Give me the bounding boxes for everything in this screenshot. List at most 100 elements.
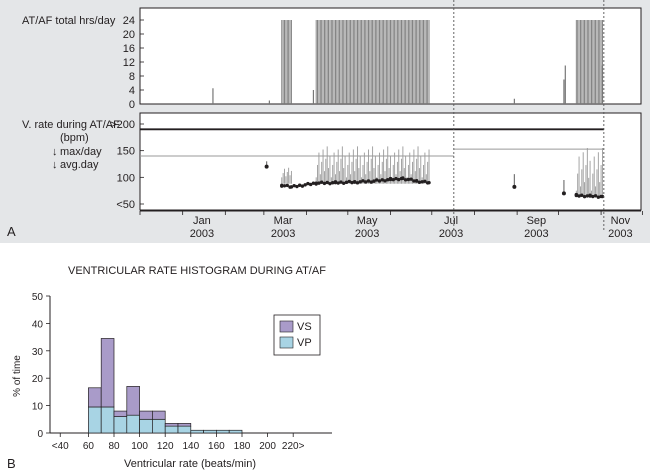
histogram-y-tick-label: 0 <box>37 429 43 440</box>
histogram-y-tick-label: 10 <box>32 402 44 413</box>
lower-y-axis-title-line-1: V. rate during AT/AF <box>22 119 120 131</box>
x-month-label: Jul <box>444 215 458 227</box>
avg-rate-point <box>358 180 362 184</box>
x-year-label: 2003 <box>608 228 632 240</box>
histogram-bar-vs <box>177 423 192 427</box>
histogram-y-axis-title: % of time <box>12 355 23 397</box>
panel-a-label: A <box>7 224 16 239</box>
avg-rate-point <box>353 180 357 184</box>
avg-rate-point <box>375 178 379 182</box>
histogram-x-tick-label: 220> <box>282 441 305 452</box>
avg-rate-point <box>580 193 584 197</box>
panel-b-chart: VENTRICULAR RATE HISTOGRAM DURING AT/AF … <box>7 265 332 471</box>
avg-rate-point <box>561 191 566 196</box>
histogram-bar-vp <box>100 406 115 434</box>
avg-rate-point <box>264 164 269 169</box>
legend-vs-swatch <box>279 320 294 333</box>
lower-rate-marks <box>140 128 605 199</box>
x-year-label: 2003 <box>271 228 295 240</box>
avg-rate-point <box>289 185 294 189</box>
avg-rate-point <box>300 184 305 188</box>
histogram-x-tick-label: 180 <box>234 441 251 452</box>
histogram-bar-vs <box>113 410 128 417</box>
avg-rate-point <box>388 177 393 182</box>
lower-y-axis-title: V. rate during AT/AF (bpm) <box>22 119 123 144</box>
histogram-x-tick-label: 140 <box>182 441 199 452</box>
histogram-x-tick-label: 160 <box>208 441 225 452</box>
x-month-label: Sep <box>527 215 547 227</box>
month-axis: Jan2003Mar2003May2003Jul2003Sep2003Nov20… <box>139 210 643 240</box>
lower-y-ticks: >200 150 100 <50 <box>110 119 144 211</box>
avg-rate-point <box>347 179 351 184</box>
lower-y-tick-label: >200 <box>110 119 135 131</box>
avg-rate-point <box>427 180 431 185</box>
lower-y-tick-label: 150 <box>117 146 135 158</box>
avg-rate-point <box>317 181 321 185</box>
upper-y-tick-label: 4 <box>129 85 135 97</box>
histogram-y-tick-label: 40 <box>32 319 44 330</box>
lower-y-tick-label: <50 <box>116 199 135 211</box>
lower-y-tick-label: 100 <box>117 172 135 184</box>
histogram-bar-vs <box>88 387 102 408</box>
histogram-title: VENTRICULAR RATE HISTOGRAM DURING AT/AF <box>68 265 326 277</box>
avg-rate-point <box>593 194 598 198</box>
avg-rate-point <box>412 179 416 183</box>
histogram-bar-vp <box>139 418 153 434</box>
upper-y-tick-label: 0 <box>129 99 135 111</box>
avg-rate-point <box>409 177 413 181</box>
avg-rate-point <box>512 184 517 189</box>
upper-y-tick-label: 16 <box>123 43 135 55</box>
avg-rate-point <box>319 180 324 184</box>
avg-rate-point <box>596 195 601 199</box>
x-year-label: 2003 <box>524 228 548 240</box>
avg-rate-point <box>292 183 296 188</box>
histogram-bar-vp <box>113 416 128 434</box>
x-month-label: Mar <box>274 215 293 227</box>
avg-rate-point <box>355 181 360 185</box>
upper-y-tick-label: 20 <box>123 29 135 41</box>
event-lines <box>453 0 605 231</box>
avg-rate-point <box>403 178 408 182</box>
avg-rate-point <box>308 182 313 187</box>
legend-vs-label: VS <box>297 321 312 333</box>
histogram-x-tick-label: 60 <box>83 441 95 452</box>
avg-rate-point <box>344 180 349 185</box>
upper-y-ticks: 24 20 16 12 8 4 0 <box>123 15 144 111</box>
histogram-bar-vp <box>203 429 217 434</box>
legend-max-per-day: max/day <box>60 146 102 158</box>
histogram-x-tick-label: 80 <box>108 441 120 452</box>
avg-rate-point <box>311 181 316 185</box>
histogram-bar-vp <box>190 429 204 434</box>
avg-rate-point <box>591 194 595 199</box>
avg-rate-point <box>423 179 427 183</box>
avg-rate-point <box>303 183 307 187</box>
avg-rate-point <box>372 179 376 183</box>
legend-vp-label: VP <box>297 337 312 349</box>
histogram-bar-vp <box>88 406 102 434</box>
histogram-bar-vp <box>126 414 140 434</box>
avg-rate-point <box>417 180 422 184</box>
avg-rate-point <box>574 193 579 198</box>
avg-rate-point <box>420 180 424 184</box>
x-month-label: Nov <box>611 215 631 227</box>
avg-rate-point <box>336 181 340 185</box>
x-month-label: May <box>357 215 378 227</box>
upper-y-tick-label: 12 <box>123 57 135 69</box>
avg-rate-point <box>406 177 411 182</box>
histogram-legend: VS VP <box>273 314 321 356</box>
panel-b-label: B <box>7 456 16 471</box>
avg-rate-point <box>325 180 329 185</box>
avg-rate-point <box>383 179 387 183</box>
histogram-bar-vs <box>126 386 140 416</box>
avg-rate-point <box>369 180 373 184</box>
histogram-bar-vs <box>100 338 115 408</box>
histogram-bar-vs <box>152 410 166 420</box>
upper-y-axis-title: AT/AF total hrs/day <box>22 15 116 27</box>
avg-rate-point <box>401 176 405 181</box>
avg-rate-point <box>582 194 587 199</box>
x-month-label: Jan <box>193 215 211 227</box>
avg-rate-point <box>588 194 592 198</box>
avg-rate-point <box>306 181 310 186</box>
histogram-y-tick-label: 50 <box>32 292 44 303</box>
avg-rate-point <box>380 178 384 182</box>
